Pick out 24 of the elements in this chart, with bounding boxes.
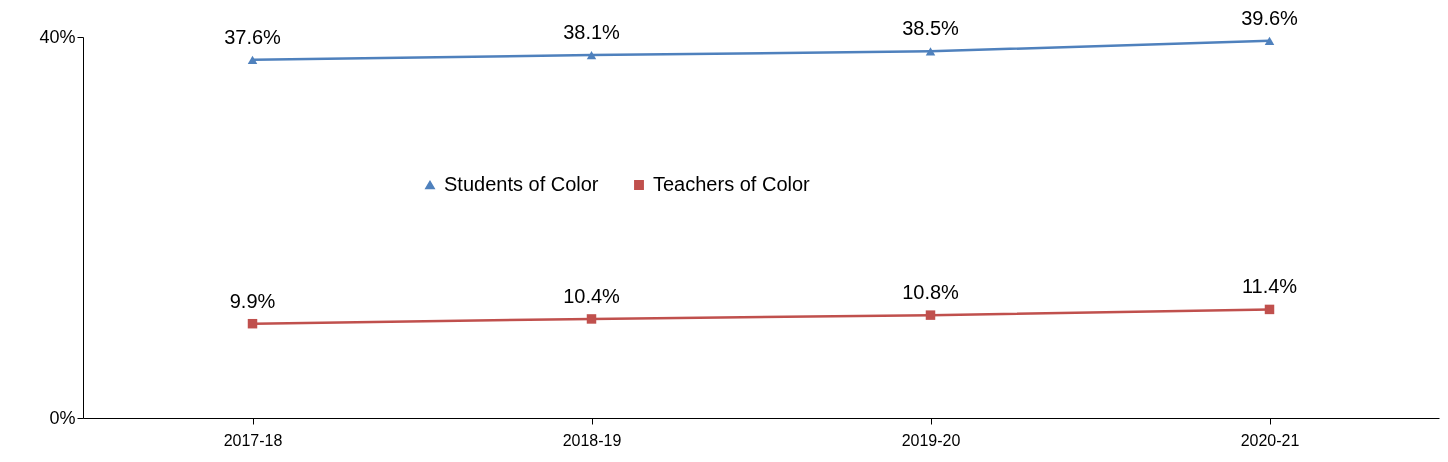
data-label: 37.6% <box>224 25 282 48</box>
point <box>1264 36 1275 45</box>
x-tick-label: 2018-19 <box>562 431 622 449</box>
data-label: 38.5% <box>902 17 960 40</box>
y-tick-label: 0% <box>49 407 76 428</box>
point <box>247 55 258 64</box>
legend-label: Teachers of Color <box>653 173 811 195</box>
data-label: 39.6% <box>1241 6 1299 29</box>
point <box>1264 304 1275 315</box>
point <box>247 318 258 329</box>
data-label: 10.8% <box>902 281 960 304</box>
point <box>586 50 597 60</box>
data-label: 38.1% <box>563 21 621 44</box>
legend-label: Students of Color <box>444 173 599 195</box>
data-label: 11.4% <box>1241 275 1298 298</box>
x-tick-label: 2019-20 <box>901 431 961 449</box>
point <box>586 314 597 324</box>
y-tick-label: 40% <box>39 26 76 47</box>
point <box>925 310 936 320</box>
data-label: 9.9% <box>229 289 276 312</box>
data-label: 10.4% <box>563 284 621 307</box>
x-tick-label: 2017-18 <box>223 431 283 449</box>
point <box>925 47 936 56</box>
x-tick-label: 2020-21 <box>1240 431 1300 449</box>
